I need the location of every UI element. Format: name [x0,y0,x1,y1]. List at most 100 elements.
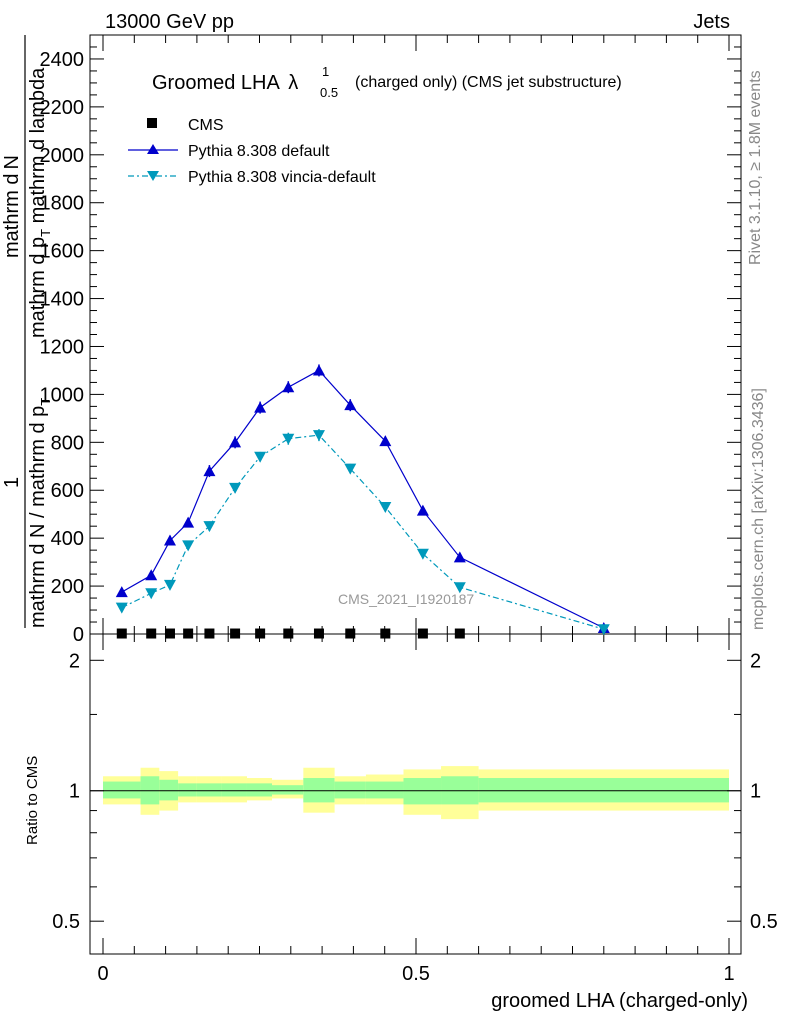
marker-cms [313,628,324,639]
y-tick-label: 1200 [40,336,85,358]
ratio-bands [103,766,729,820]
marker-default [254,401,267,413]
marker-cms [146,628,157,639]
main-axis-ticks: 0 200 400 600 800 1000 1200 1400 1600 1800 2000 220… [40,34,741,646]
marker-default [203,465,216,477]
marker-vincia [379,502,392,514]
ratio-band-green [365,781,404,799]
marker-vincia [597,624,610,636]
marker-default [453,551,466,563]
ratio-band-green [221,783,247,797]
ylabel-dn-num: mathrm dN [1,155,23,258]
ratio-band-green [103,781,141,799]
x-tick-label: 0.5 [402,963,430,985]
marker-vincia [282,433,295,445]
marker-vincia [163,579,176,591]
marker-vincia [145,588,158,600]
rivet-label: Rivet 3.1.10, ≥ 1.8M events [747,70,764,265]
y-tick-label: 0 [73,624,84,646]
mcplots-label: mcplots.cern.ch [arXiv:1306.3436] [750,388,767,630]
marker-vincia [182,540,195,552]
marker-default [416,504,429,516]
marker-cms [380,628,391,639]
ylabel-denominator: mathrm d N / mathrm d pT [27,398,53,628]
marker-vincia [254,451,267,463]
marker-cms [164,628,175,639]
marker-cms [454,628,465,639]
title-rest: (charged only) (CMS jet substructure) [355,74,622,91]
y-tick-label: 1800 [40,193,85,215]
legend-marker-cms [147,118,157,128]
marker-default [163,534,176,546]
legend: CMS Pythia 8.308 default Pythia 8.308 vi… [128,117,376,186]
ratio-tick-label-right: 1 [750,781,761,803]
ratio-tick-label-right: 2 [750,650,761,672]
marker-default [344,399,357,411]
y-tick-label: 800 [51,432,84,454]
plot-title: Groomed LHA λ [152,72,298,94]
marker-cms [345,628,356,639]
marker-cms [230,628,241,639]
ratio-band-green [196,783,222,797]
y-tick-label: 200 [51,576,84,598]
title-lambda-sub: 0.5 [320,85,338,100]
y-tick-label: 1000 [40,384,85,406]
y-tick-label: 1600 [40,241,85,263]
marker-default [312,364,325,376]
marker-vincia [312,430,325,442]
series-line-vincia [121,434,604,630]
marker-vincia [203,521,216,533]
y-tick-label: 400 [51,528,84,550]
marker-cms [116,628,127,639]
header-jets: Jets [693,11,730,33]
marker-default [145,569,158,581]
header-energy: 13000 GeV pp [105,11,234,33]
ratio-band-green [159,779,179,801]
legend-label-cms: CMS [188,117,224,134]
marker-vincia [115,602,128,614]
marker-default [115,586,128,598]
x-tick-label: 1 [723,963,734,985]
y-tick-label: 2400 [40,49,85,71]
legend-marker-default [147,144,159,154]
series-line-default [121,369,605,629]
ylabel-dn-den: mathrm d pT mathrm d lambda [27,67,53,338]
marker-cms [204,628,215,639]
marker-vincia [229,482,242,494]
legend-label-default: Pythia 8.308 default [188,143,330,160]
marker-cms [417,628,428,639]
ratio-axis-ticks: 0.5 0.5 1 1 2 2 [52,650,778,933]
ratio-tick-label: 0.5 [52,911,80,933]
ratio-y-label: Ratio to CMS [24,756,41,845]
marker-default [229,436,242,448]
marker-vincia [453,582,466,594]
marker-default [282,381,295,393]
marker-vincia [416,548,429,560]
y-tick-label: 1400 [40,289,85,311]
ratio-band-green [178,783,197,797]
ratio-band-green [478,778,729,803]
ratio-tick-label: 2 [69,650,80,672]
title-lambda-sup: 1 [322,64,329,79]
x-axis-label: groomed LHA (charged-only) [491,990,748,1012]
series-layer [115,364,610,639]
y-tick-label: 2200 [40,97,85,119]
y-tick-label: 600 [51,480,84,502]
marker-default [379,435,392,447]
marker-vincia [344,463,357,475]
ratio-band-green [303,778,335,803]
marker-cms [283,628,294,639]
ratio-tick-label: 1 [69,781,80,803]
analysis-watermark: CMS_2021_I1920187 [338,591,474,607]
ylabel-one: 1 [1,477,23,488]
ratio-band-green [246,783,273,797]
legend-marker-vincia [147,171,159,181]
y-axis-label: 1 mathrm d N / mathrm d pT mathrm dN mat… [1,35,53,628]
marker-cms [183,628,194,639]
x-tick-label: 0 [97,963,108,985]
ratio-band-green [334,781,366,799]
marker-cms [255,628,266,639]
marker-default [182,516,195,528]
legend-label-vincia: Pythia 8.308 vincia-default [188,169,376,186]
